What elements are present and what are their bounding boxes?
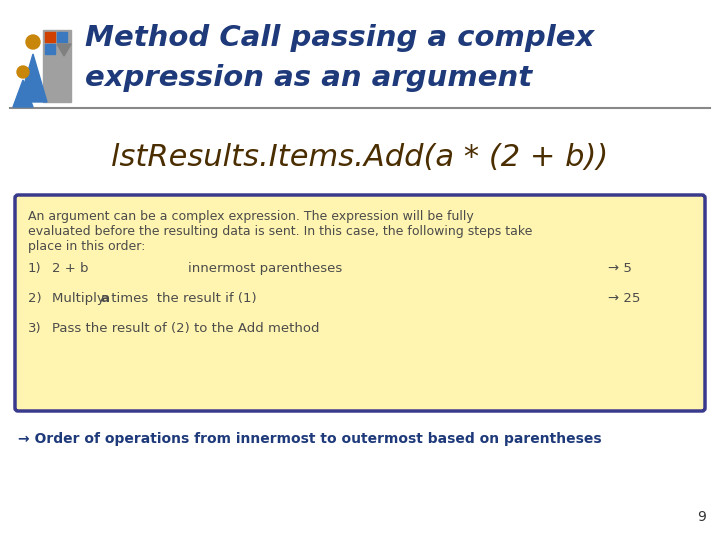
Bar xyxy=(57,32,67,42)
Text: → 25: → 25 xyxy=(608,292,640,305)
Text: evaluated before the resulting data is sent. In this case, the following steps t: evaluated before the resulting data is s… xyxy=(28,225,532,238)
Text: times  the result if (1): times the result if (1) xyxy=(107,292,256,305)
Circle shape xyxy=(17,66,29,78)
FancyBboxPatch shape xyxy=(15,195,705,411)
Bar xyxy=(45,32,55,42)
Text: 3): 3) xyxy=(28,322,42,335)
Bar xyxy=(45,44,55,54)
Polygon shape xyxy=(19,54,47,102)
Polygon shape xyxy=(57,44,71,56)
Text: → Order of operations from innermost to outermost based on parentheses: → Order of operations from innermost to … xyxy=(18,432,602,446)
Text: expression as an argument: expression as an argument xyxy=(85,64,532,92)
Text: An argument can be a complex expression. The expression will be fully: An argument can be a complex expression.… xyxy=(28,210,474,223)
Circle shape xyxy=(26,35,40,49)
Text: Multiply: Multiply xyxy=(52,292,109,305)
Polygon shape xyxy=(13,80,33,107)
Text: Method Call passing a complex: Method Call passing a complex xyxy=(85,24,594,52)
Text: 2): 2) xyxy=(28,292,42,305)
Text: 1): 1) xyxy=(28,262,42,275)
Text: 2 + b: 2 + b xyxy=(52,262,89,275)
Text: a: a xyxy=(100,292,109,305)
Text: innermost parentheses: innermost parentheses xyxy=(188,262,342,275)
Text: 9: 9 xyxy=(697,510,706,524)
Text: lstResults.Items.Add(a * (2 + b)): lstResults.Items.Add(a * (2 + b)) xyxy=(112,144,608,172)
Text: place in this order:: place in this order: xyxy=(28,240,145,253)
Text: → 5: → 5 xyxy=(608,262,632,275)
Text: Pass the result of (2) to the Add method: Pass the result of (2) to the Add method xyxy=(52,322,320,335)
Bar xyxy=(43,30,71,102)
